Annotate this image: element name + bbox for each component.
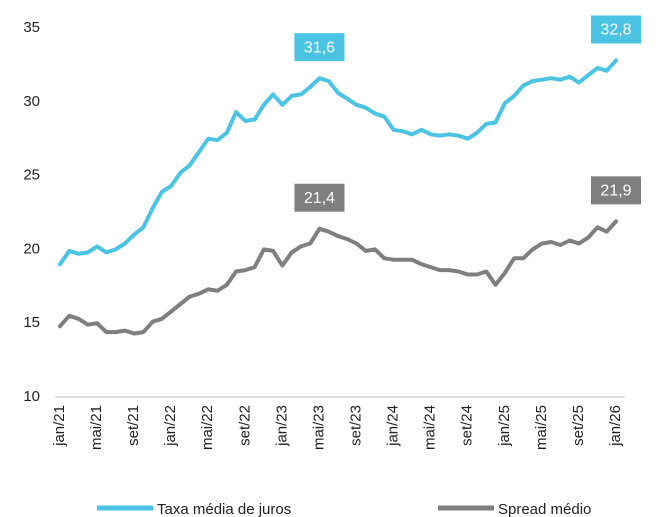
x-tick-label: set/21 [125,405,142,446]
y-tick-label: 15 [23,314,40,331]
data-label: 21,9 [591,176,641,205]
data-label-text: 21,4 [304,190,335,207]
data-label-box [591,15,641,44]
x-tick-label: jan/26 [607,405,624,447]
x-tick-label: set/24 [459,405,476,446]
series-line [58,219,618,336]
data-label-text: 21,9 [600,183,631,200]
x-tick-label: jan/21 [51,405,68,447]
x-tick-label: mai/24 [422,405,439,450]
x-tick-label: mai/25 [533,405,550,450]
x-tick-label: mai/23 [310,405,327,450]
y-tick-label: 20 [23,240,40,257]
legend-label: Spread médio [498,501,591,517]
x-tick-label: set/25 [570,405,587,446]
x-tick-label: jan/24 [385,405,402,447]
y-tick-label: 25 [23,167,40,184]
data-label-text: 32,8 [600,22,631,39]
y-tick-label: 30 [23,93,40,110]
data-label-text: 31,6 [304,39,335,56]
data-label: 31,6 [294,33,345,62]
x-tick-label: set/23 [348,405,365,446]
legend-label: Taxa média de juros [157,501,291,517]
x-tick-label: jan/23 [273,405,290,447]
x-tick-label: mai/22 [199,405,216,450]
data-label: 32,8 [591,15,641,44]
x-tick-label: jan/22 [162,405,179,447]
data-label-box [591,176,641,205]
data-label: 21,4 [294,183,345,212]
y-tick-label: 35 [23,19,40,36]
x-tick-label: set/22 [236,405,253,446]
y-tick-label: 10 [23,388,40,405]
series-line [58,58,618,267]
x-tick-label: mai/21 [88,405,105,450]
data-label-box [294,33,345,62]
x-tick-label: jan/25 [496,405,513,447]
data-label-box [294,183,345,212]
